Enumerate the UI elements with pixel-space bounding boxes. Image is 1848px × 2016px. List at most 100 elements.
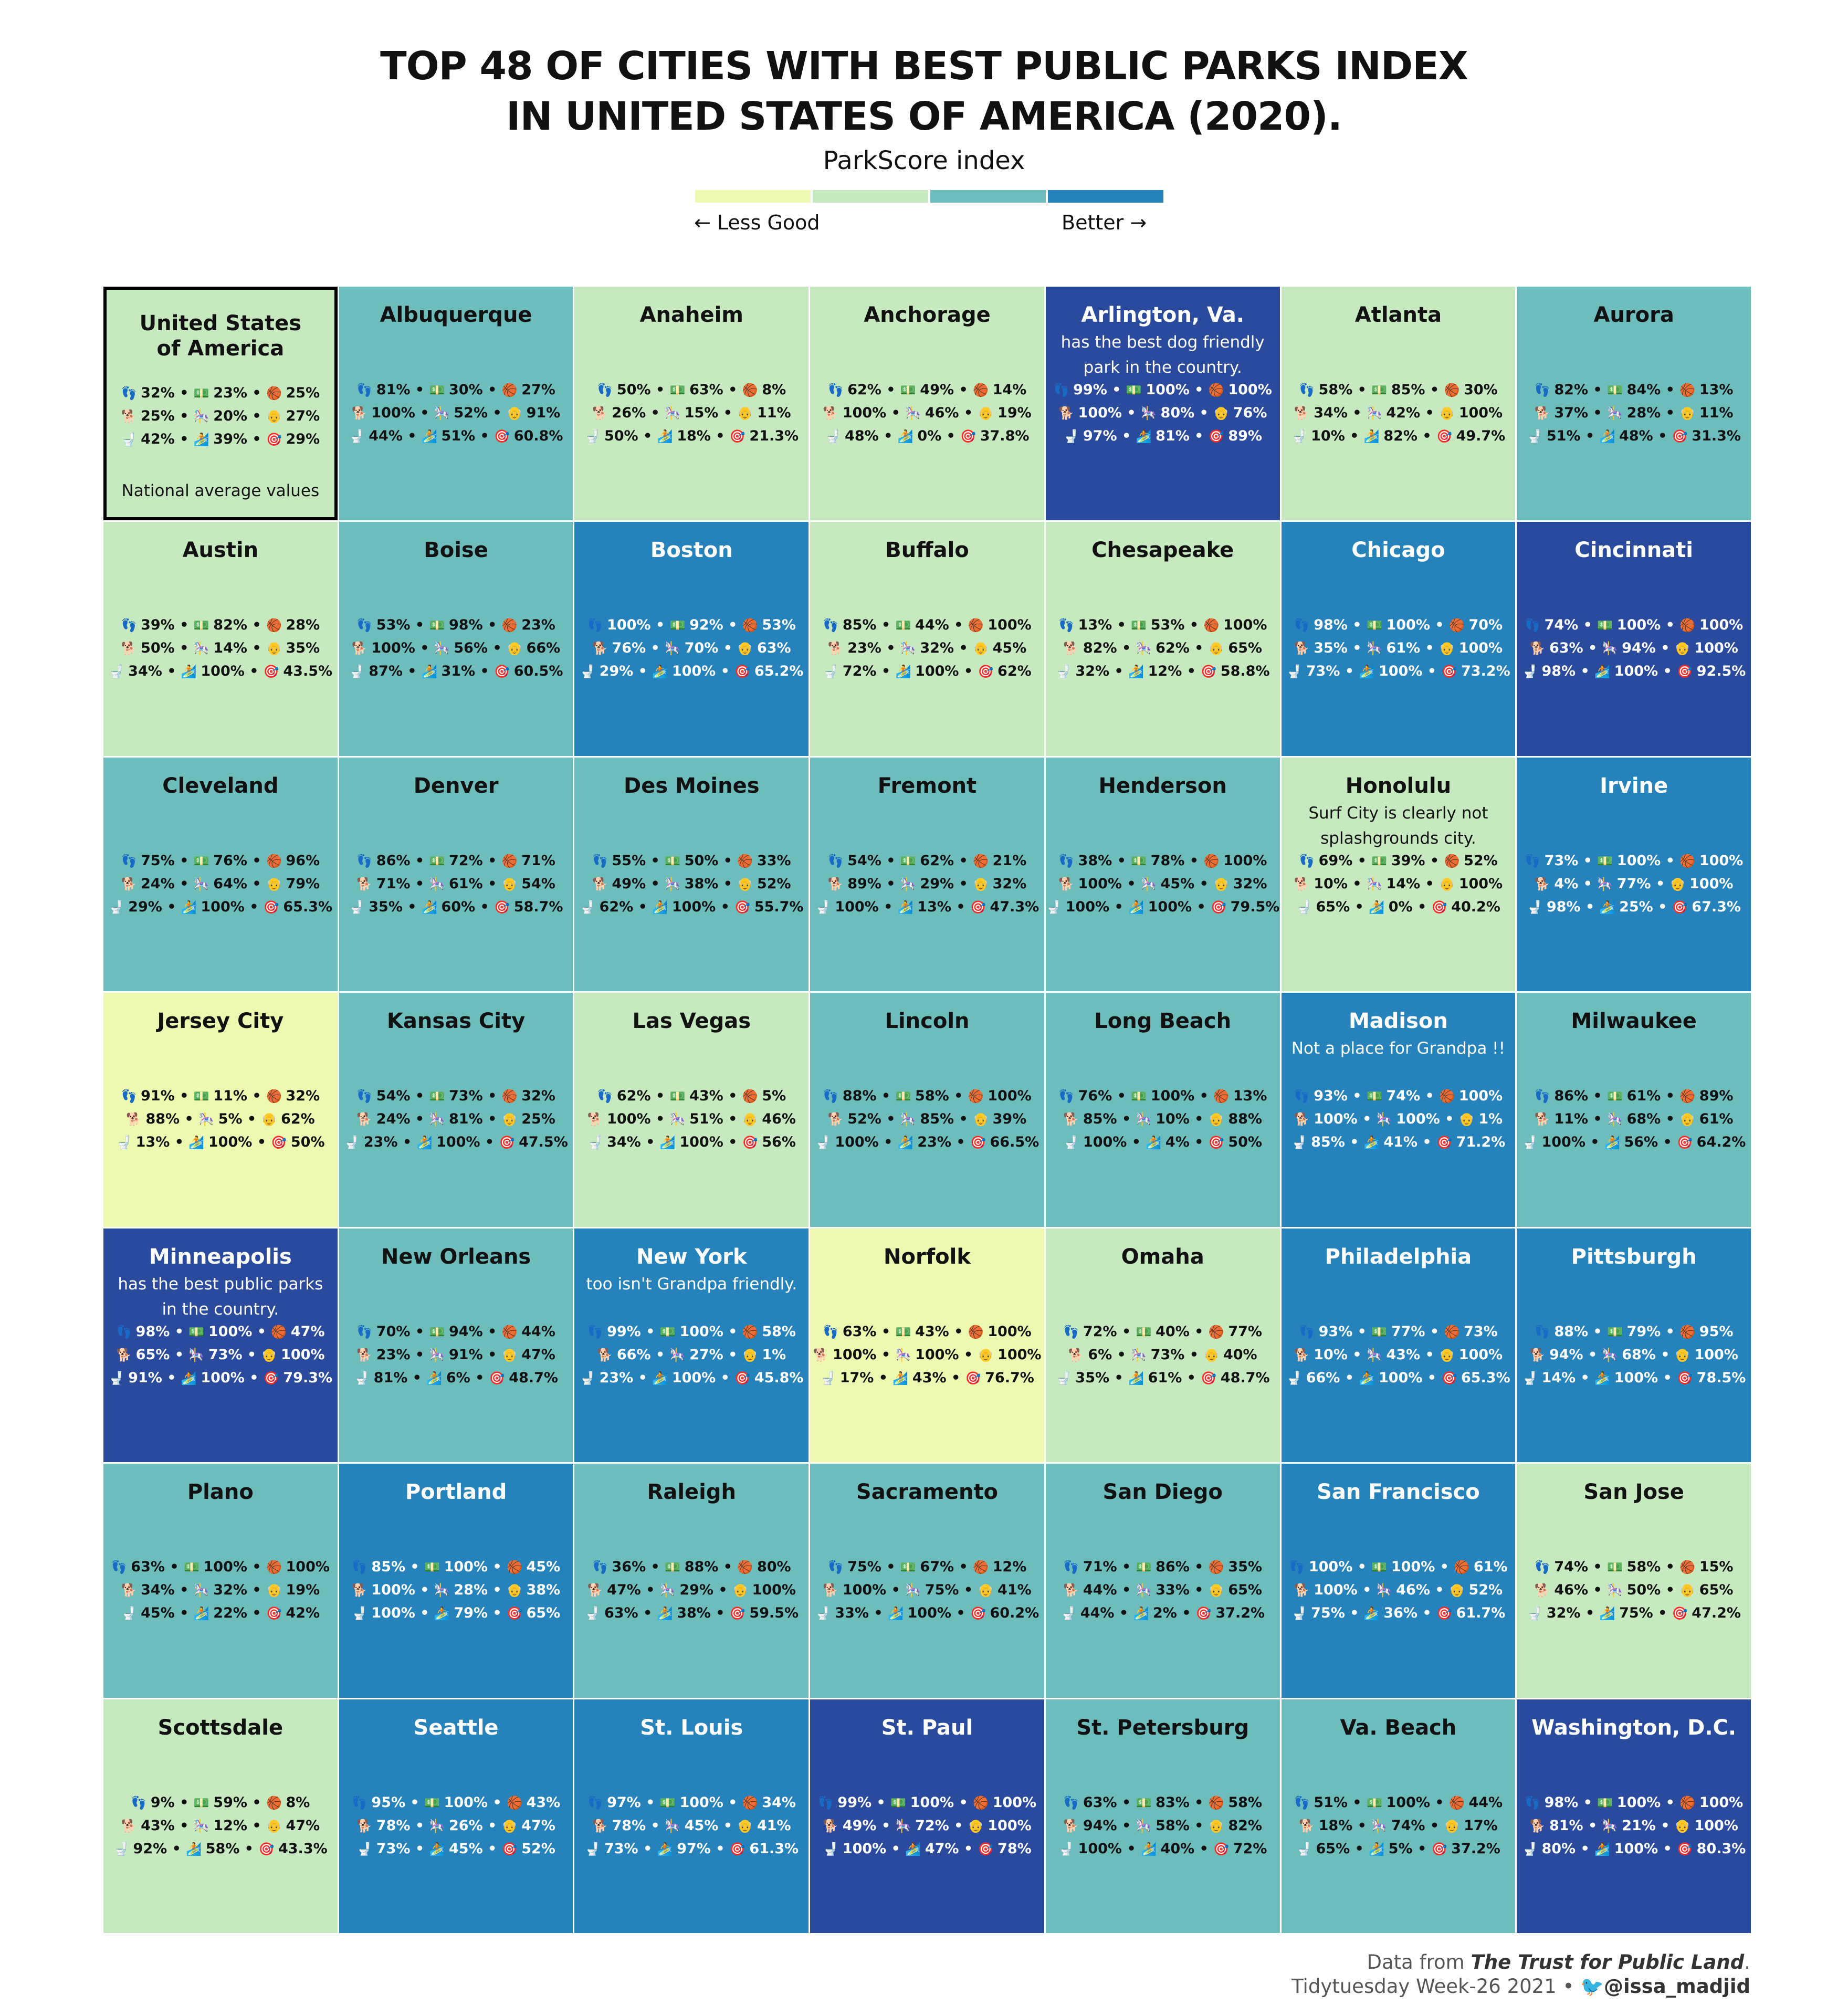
playground-icon: 🏄 — [1599, 429, 1620, 444]
stat-value: 82% — [1083, 640, 1117, 657]
footprints-icon: 👣 — [587, 1795, 607, 1810]
stat-value: 37.8% — [980, 428, 1030, 444]
stat-value: 47.2% — [1692, 1605, 1741, 1622]
dog-icon: 🐕 — [592, 641, 612, 656]
stat-value: 100% — [915, 1346, 959, 1363]
stat-value: 47.3% — [990, 898, 1040, 915]
city-cell: Sacramento 👣 75% • 💵 67% • 🏀 12% 🐕 100% • … — [810, 1464, 1044, 1698]
stat-value: 100% — [752, 1582, 796, 1599]
stat-value: 35% — [1314, 640, 1348, 657]
city-name: Lincoln — [885, 1009, 970, 1034]
stat-value: 53% — [1150, 617, 1185, 634]
carousel-icon: 🎠 — [665, 876, 685, 891]
toilet-icon: 🚽 — [1291, 429, 1311, 444]
city-cell: St. Petersburg 👣 63% • 💵 83% • 🏀 58% 🐕 94%… — [1045, 1699, 1280, 1933]
dog-icon: 🐕 — [1063, 1583, 1083, 1598]
bullet-separator: • — [1578, 617, 1598, 634]
stat-value: 44% — [1080, 1605, 1115, 1622]
stat-row: 👣 74% • 💵 58% • 🏀 15% — [1517, 1556, 1751, 1579]
bullet-separator: • — [1189, 1559, 1209, 1576]
dog-icon: 🐕 — [597, 1347, 617, 1362]
stat-value: 67% — [920, 1559, 954, 1576]
stat-row: 🚽 13% • 🏄 100% • 🎯 50% — [103, 1131, 338, 1154]
bullet-separator: • — [402, 898, 422, 915]
stat-value: 100% — [1616, 1794, 1661, 1811]
stat-value: 39% — [992, 1111, 1027, 1128]
city-stats: 👣 72% • 💵 40% • 🏀 77% 🐕 6% • 🎠 73% • 👴 40… — [1046, 1320, 1280, 1390]
target-icon: 🎯 — [1436, 429, 1456, 444]
stat-row: 👣 93% • 💵 74% • 🏀 100% — [1282, 1085, 1516, 1108]
toilet-icon: 🚽 — [1063, 1135, 1083, 1150]
bullet-separator: • — [1184, 852, 1204, 869]
city-name: Va. Beach — [1340, 1715, 1457, 1740]
money-icon: 💵 — [193, 1089, 214, 1104]
stat-value: 15% — [684, 405, 719, 421]
stat-value: 1% — [1478, 1111, 1503, 1128]
stat-value: 76.7% — [985, 1369, 1034, 1386]
money-icon: 💵 — [1366, 618, 1387, 633]
stat-value: 78% — [998, 1840, 1032, 1857]
basketball-icon: 🏀 — [1203, 853, 1223, 868]
footprints-icon: 👣 — [1525, 853, 1545, 868]
footprints-icon: 👣 — [1063, 1795, 1083, 1810]
city-name: Minneapolis — [149, 1244, 292, 1269]
toilet-icon: 🚽 — [820, 1370, 840, 1385]
stat-row: 🚽 100% • 🏄 23% • 🎯 66.5% — [810, 1131, 1044, 1154]
money-icon: 💵 — [1371, 1324, 1391, 1339]
bullet-separator: • — [410, 1088, 429, 1105]
toilet-icon: 🚽 — [815, 1606, 835, 1621]
bullet-separator: • — [1430, 1794, 1449, 1811]
playground-icon: 🏄 — [1359, 1370, 1379, 1385]
bullet-separator: • — [1661, 382, 1680, 398]
target-icon: 🎯 — [729, 1606, 750, 1621]
city-name: Denver — [413, 773, 499, 798]
carousel-icon: 🎠 — [198, 1112, 218, 1127]
city-name: Anaheim — [639, 303, 743, 327]
stat-value: 94% — [1549, 1346, 1583, 1363]
stat-value: 100% — [1458, 640, 1503, 657]
stat-value: 8% — [286, 1794, 310, 1811]
footprints-icon: 👣 — [1294, 618, 1314, 633]
dog-icon: 🐕 — [1534, 406, 1555, 421]
stat-row: 🐕 43% • 🎠 12% • 👴 47% — [103, 1814, 338, 1838]
bullet-separator: • — [174, 1817, 194, 1834]
target-icon: 🎯 — [734, 899, 754, 915]
city-stats: 👣 39% • 💵 82% • 🏀 28% 🐕 50% • 🎠 14% • 👴 3… — [103, 614, 338, 683]
stat-value: 75% — [847, 1559, 881, 1576]
stat-value: 45% — [1160, 875, 1195, 892]
city-cell: New Orleans 👣 70% • 💵 94% • 🏀 44% 🐕 23% • … — [339, 1228, 573, 1463]
bullet-separator: • — [710, 1605, 730, 1622]
carousel-icon: 🎠 — [1366, 1347, 1387, 1362]
bullet-separator: • — [1345, 1605, 1364, 1622]
stat-value: 54% — [376, 1088, 411, 1105]
bullet-separator: • — [650, 382, 670, 398]
stat-value: 47% — [521, 1346, 555, 1363]
toilet-icon: 🚽 — [1291, 1606, 1311, 1621]
bullet-separator: • — [1661, 1111, 1680, 1128]
stat-row: 🚽 73% • 🏄 45% • 🎯 52% — [339, 1838, 573, 1861]
stat-row: 👣 54% • 💵 62% • 🏀 21% — [810, 849, 1044, 873]
bullet-separator: • — [716, 663, 735, 680]
dog-icon: 🐕 — [356, 1818, 376, 1833]
stat-row: 🚽 33% • 🏄 100% • 🎯 60.2% — [810, 1602, 1044, 1625]
stat-row: 👣 99% • 💵 100% • 🏀 100% — [1046, 379, 1280, 402]
stat-row: 👣 71% • 💵 86% • 🏀 35% — [1046, 1556, 1280, 1579]
bullet-separator: • — [718, 640, 738, 657]
city-stats: 👣 97% • 💵 100% • 🏀 34% 🐕 78% • 🎠 45% • 👴 … — [574, 1791, 808, 1861]
stat-value: 74% — [1386, 1088, 1421, 1105]
stat-value: 71% — [376, 875, 411, 892]
stat-row: 🐕 18% • 🎠 74% • 👴 17% — [1282, 1814, 1516, 1838]
bullet-separator: • — [638, 1605, 657, 1622]
stat-value: 86% — [1554, 1088, 1588, 1105]
playground-icon: 🏄 — [188, 1135, 208, 1150]
stat-value: 98% — [1546, 898, 1581, 915]
target-icon: 🎯 — [263, 1370, 284, 1385]
city-name: Honolulu — [1345, 773, 1452, 798]
playground-icon: 🏄 — [1604, 1135, 1624, 1150]
stat-row: 👣 55% • 💵 50% • 🏀 33% — [574, 849, 808, 873]
city-stats: 👣 63% • 💵 100% • 🏀 100% 🐕 34% • 🎠 32% • 👴… — [103, 1556, 338, 1625]
bullet-separator: • — [954, 640, 973, 657]
target-icon: 🎯 — [1431, 1841, 1452, 1856]
basketball-icon: 🏀 — [1679, 853, 1699, 868]
bullet-separator: • — [1661, 1559, 1680, 1576]
